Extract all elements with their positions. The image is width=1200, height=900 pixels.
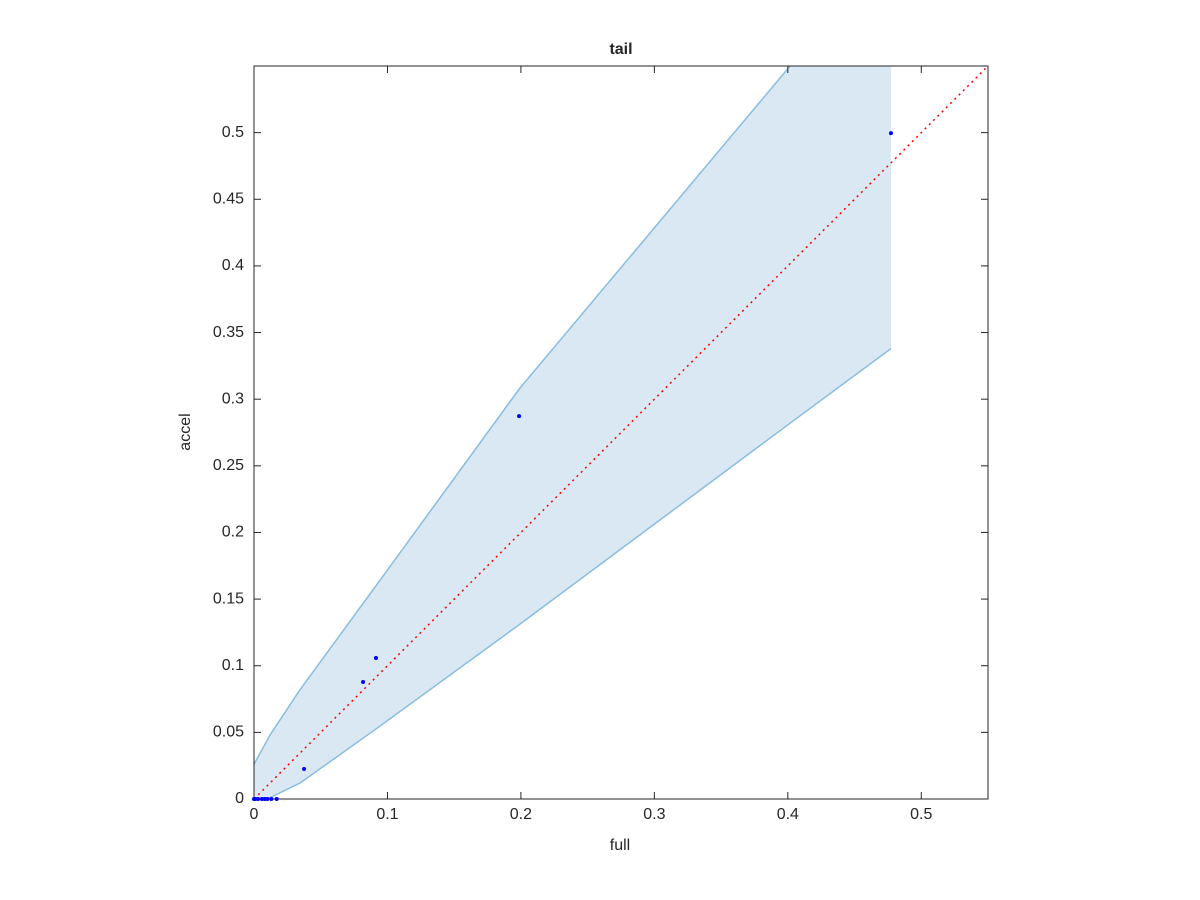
data-point <box>256 797 261 801</box>
x-tick-label: 0.5 <box>910 806 932 823</box>
data-point <box>373 655 378 660</box>
data-point <box>888 131 893 136</box>
data-point <box>265 797 270 801</box>
data-point <box>302 767 307 772</box>
y-tick-label: 0.25 <box>213 457 244 474</box>
data-point <box>274 797 279 801</box>
confidence-band <box>254 66 891 799</box>
y-tick-label: 0.45 <box>213 190 244 207</box>
x-axis-label: full <box>610 837 630 854</box>
data-point <box>361 679 366 684</box>
reference-line <box>254 66 988 799</box>
data-point <box>269 797 274 801</box>
chart-title: tail <box>609 41 632 58</box>
y-tick-label: 0.05 <box>213 724 244 741</box>
plot-area <box>254 66 988 799</box>
x-tick-label: 0.4 <box>777 806 799 823</box>
x-tick-label: 0.1 <box>376 806 398 823</box>
x-tick-label: 0.3 <box>643 806 665 823</box>
axes-box <box>253 65 989 800</box>
band-upper-edge <box>254 66 792 765</box>
y-tick-label: 0.3 <box>222 390 244 407</box>
data-point <box>517 414 522 419</box>
y-tick-label: 0 <box>235 790 244 807</box>
y-tick-label: 0.15 <box>213 590 244 607</box>
y-axis-label: accel <box>177 413 194 450</box>
y-tick-label: 0.1 <box>222 657 244 674</box>
y-tick-label: 0.4 <box>222 257 244 274</box>
y-tick-label: 0.5 <box>222 124 244 141</box>
x-tick-label: 0 <box>250 806 259 823</box>
y-tick-label: 0.2 <box>222 524 244 541</box>
y-tick-label: 0.35 <box>213 324 244 341</box>
x-tick-label: 0.2 <box>510 806 532 823</box>
